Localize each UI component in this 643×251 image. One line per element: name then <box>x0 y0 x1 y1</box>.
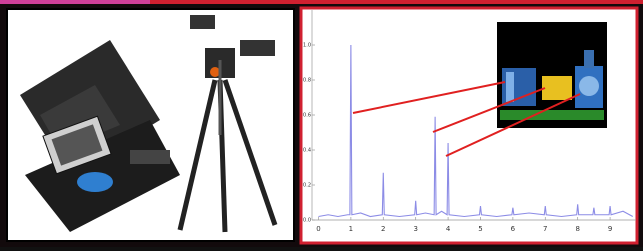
x-tick-label: 1 <box>349 225 353 233</box>
x-tick-label: 0 <box>316 225 320 233</box>
x-tick-label: 8 <box>575 225 579 233</box>
x-tick-label: 7 <box>543 225 547 233</box>
accent <box>0 0 150 4</box>
y-tick-label: 0.8 <box>303 78 311 84</box>
x-tick-label: 2 <box>381 225 385 233</box>
y-tick-label: 0.4 <box>303 148 311 154</box>
y-tick-label: 0.6 <box>303 113 311 119</box>
x-tick-label: 9 <box>608 225 612 233</box>
accent <box>150 0 643 4</box>
screenshot: 0.0 0.2 0.4 0.6 0.8 1.0 0 1 2 3 4 5 6 7 8 9 <box>0 0 643 247</box>
equipment-photo <box>7 9 294 241</box>
y-tick-label: 1.0 <box>303 43 311 49</box>
machine-inset <box>497 22 607 128</box>
x-tick-label: 3 <box>413 225 417 233</box>
x-tick-label: 6 <box>511 225 516 233</box>
page: {"chart_data": {"type": "line", "x": [0,… <box>0 0 643 247</box>
y-tick-label: 0.2 <box>303 183 311 189</box>
y-tick-label: 0.0 <box>303 218 311 224</box>
x-tick-label: 5 <box>478 225 482 233</box>
x-tick-label: 4 <box>446 225 451 233</box>
